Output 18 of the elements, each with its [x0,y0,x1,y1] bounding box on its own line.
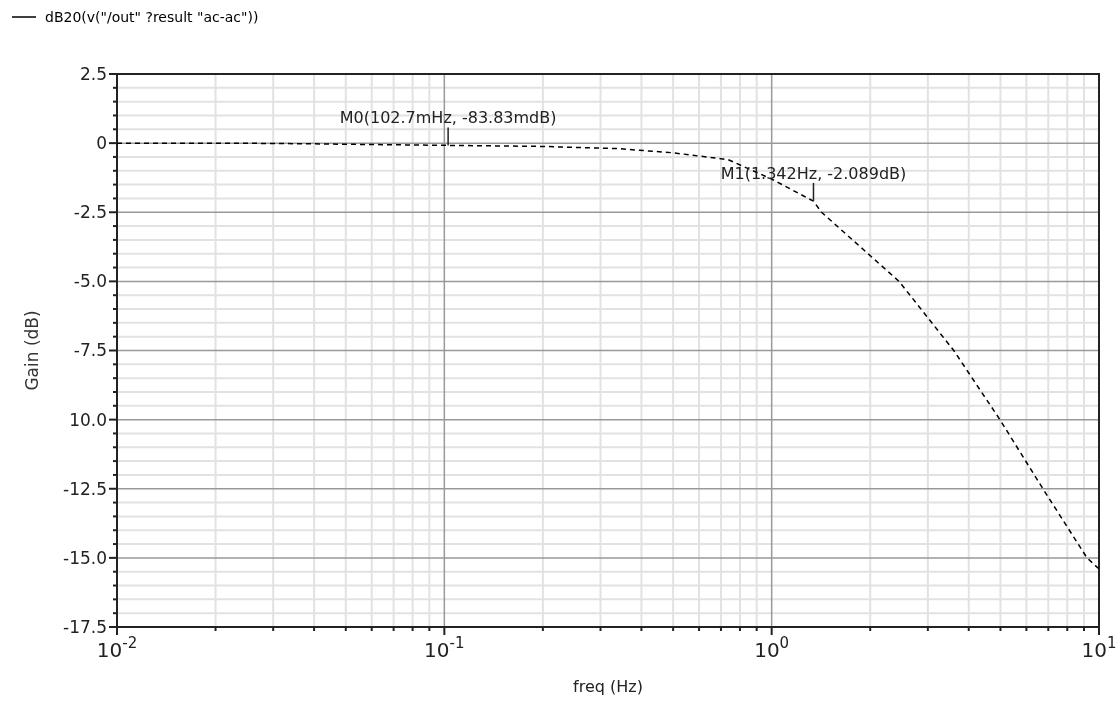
y-tick-label: 2.5 [79,63,107,84]
y-axis-title: Gain (dB) [22,310,42,391]
y-tick-label: -7.5 [73,340,107,361]
x-tick-label: 10$^{1}$ [1081,634,1117,662]
y-tick-label: -5.0 [73,271,107,292]
x-tick-label: 10$^{-2}$ [96,634,138,662]
x-axis-title: freq (Hz) [573,677,643,696]
y-tick-label: -2.5 [73,202,107,223]
x-tick-label: 10$^{0}$ [754,634,790,662]
x-tick-label: 10$^{-1}$ [424,634,465,662]
y-tick-label: 10.0 [69,409,107,430]
y-tick-label: -15.0 [63,547,107,568]
y-tick-label: 0 [96,133,107,154]
y-tick-label: -17.5 [63,616,107,637]
annotation: M1(1.342Hz, -2.089dB) [720,163,907,183]
annotation: M0(102.7mHz, -83.83mdB) [339,108,557,128]
y-tick-label: -12.5 [63,478,107,499]
legend-label: dB20(v("/out" ?result "ac-ac")) [45,9,259,25]
